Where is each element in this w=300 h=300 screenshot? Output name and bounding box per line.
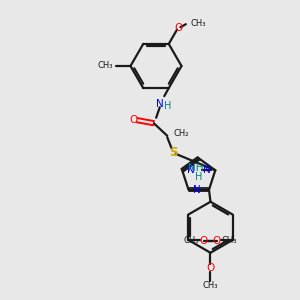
Text: N: N <box>203 165 211 175</box>
Text: CH₂: CH₂ <box>174 129 189 138</box>
Text: O: O <box>213 236 221 246</box>
Text: CH₃: CH₃ <box>184 236 199 245</box>
Text: CH₃: CH₃ <box>97 61 112 70</box>
Text: CH₃: CH₃ <box>203 281 218 290</box>
Text: O: O <box>174 23 182 33</box>
Text: N: N <box>187 165 195 175</box>
Text: H: H <box>195 172 203 182</box>
Text: N: N <box>156 99 164 109</box>
Text: O: O <box>206 263 214 273</box>
Text: N: N <box>193 185 200 195</box>
Text: S: S <box>169 146 178 159</box>
Text: NH: NH <box>188 163 204 173</box>
Text: CH₃: CH₃ <box>222 236 238 245</box>
Text: O: O <box>200 236 208 246</box>
Text: O: O <box>129 115 137 125</box>
Text: H: H <box>164 101 172 111</box>
Text: CH₃: CH₃ <box>191 19 206 28</box>
